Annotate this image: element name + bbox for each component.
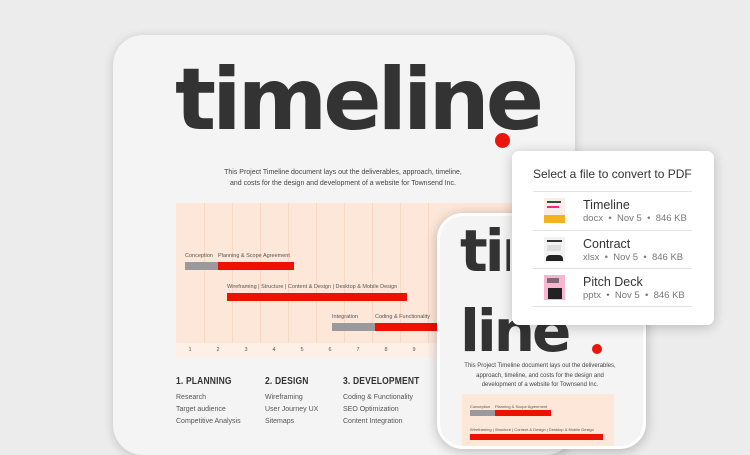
file-item-timeline[interactable]: Timeline docx • Nov 5 • 846 KB	[533, 191, 692, 230]
section-heading: 2. DESIGN	[265, 376, 309, 387]
file-item-contract[interactable]: Contract xlsx • Nov 5 • 846 KB	[533, 230, 692, 269]
section-item: Sitemaps	[265, 418, 295, 425]
file-item-pitch-deck[interactable]: Pitch Deck pptx • Nov 5 • 846 KB	[533, 268, 692, 307]
popup-title: Select a file to convert to PDF	[533, 167, 692, 181]
gantt-label: Integration	[332, 314, 358, 320]
description-line: approach, timeline, and costs for the de…	[476, 372, 604, 379]
file-meta: docx • Nov 5 • 846 KB	[583, 213, 687, 224]
divider	[533, 306, 692, 307]
file-thumbnail-icon	[544, 275, 565, 300]
section-design: 2. DESIGN Wireframing User Journey UX Si…	[265, 376, 318, 428]
gantt-label: Wireframing | Structure | Content & Desi…	[227, 284, 398, 290]
gantt-bar-integration	[332, 323, 375, 331]
gantt-bar-conception	[185, 262, 218, 270]
phone-title-line: time	[460, 224, 510, 278]
description-line: This Project Timeline document lays out …	[224, 169, 462, 176]
convert-to-pdf-popup: Select a file to convert to PDF Timeline…	[512, 151, 714, 325]
file-meta: pptx • Nov 5 • 846 KB	[583, 290, 685, 301]
gantt-label: Planning & Scope Agreement	[495, 404, 548, 409]
section-item: Target audience	[176, 406, 226, 413]
section-heading: 3. DEVELOPMENT	[343, 376, 420, 387]
section-development: 3. DEVELOPMENT Coding & Functionality SE…	[343, 376, 433, 428]
file-thumbnail-icon	[544, 198, 565, 223]
title-red-dot	[592, 344, 602, 354]
section-item: Coding & Functionality	[343, 394, 414, 401]
gantt-tick: 1	[188, 347, 192, 353]
section-item: Content Integration	[343, 418, 403, 425]
gantt-tick: 3	[244, 347, 248, 353]
title-red-dot	[495, 133, 510, 148]
section-item: Wireframing	[265, 394, 303, 401]
gantt-bar-coding	[375, 323, 475, 331]
gantt-bar-planning	[495, 410, 551, 416]
section-item: Research	[176, 394, 206, 401]
gantt-tick: 2	[216, 347, 220, 353]
gantt-tick: 5	[300, 347, 304, 353]
file-thumbnail-icon	[544, 237, 565, 262]
gantt-tick: 8	[384, 347, 388, 353]
file-name: Pitch Deck	[583, 275, 643, 289]
section-item: SEO Optimization	[343, 406, 399, 413]
description-line: This Project Timeline document lays out …	[464, 363, 616, 369]
gantt-label: Conception	[470, 404, 491, 409]
phone-description: This Project Timeline document lays out …	[450, 362, 630, 391]
document-description: This Project Timeline document lays out …	[173, 167, 513, 189]
gantt-bar-design	[227, 293, 407, 301]
gantt-tick: 6	[328, 347, 332, 353]
gantt-bar-planning	[218, 262, 294, 270]
section-item: User Journey UX	[265, 406, 319, 413]
gantt-tick: 9	[412, 347, 416, 353]
file-name: Timeline	[583, 198, 630, 212]
section-planning: 1. PLANNING Research Target audience Com…	[176, 376, 242, 428]
gantt-bar-conception	[470, 410, 495, 416]
gantt-bar-design	[470, 434, 603, 440]
section-item: Competitive Analysis	[176, 418, 241, 425]
gantt-label: Wireframing | Structure | Content & Desi…	[470, 427, 594, 432]
gantt-tick: 7	[356, 347, 360, 353]
gantt-tick: 4	[272, 347, 276, 353]
description-line: development of a website for Townsend In…	[481, 382, 599, 388]
section-heading: 1. PLANNING	[176, 376, 232, 387]
file-name: Contract	[583, 237, 631, 251]
gantt-label: Coding & Functionality	[375, 314, 431, 320]
gantt-label: Planning & Scope Agreement	[218, 253, 290, 259]
description-line: and costs for the design and development…	[230, 180, 456, 187]
gantt-label: Conception	[185, 253, 213, 259]
file-meta: xlsx • Nov 5 • 846 KB	[583, 252, 684, 263]
document-title: timeline	[175, 50, 544, 150]
